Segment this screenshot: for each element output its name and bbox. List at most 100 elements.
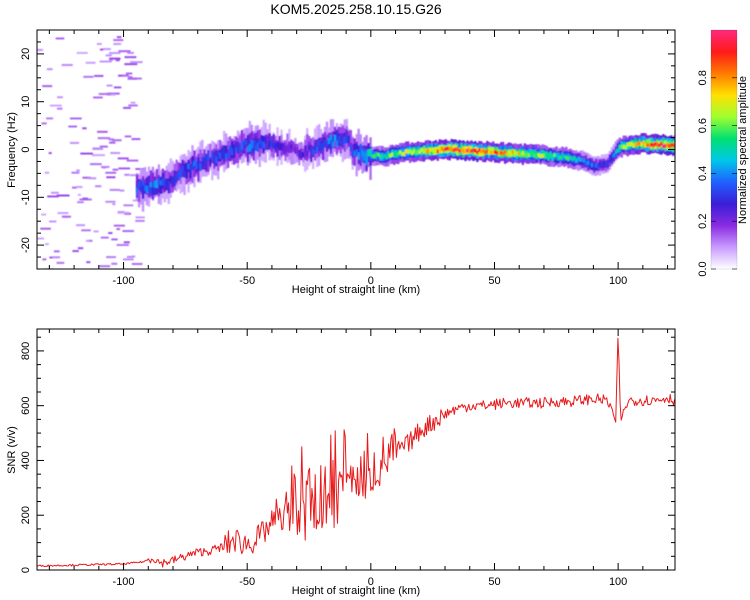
spectrogram-cell (450, 147, 453, 152)
spectrogram-cell (476, 150, 479, 155)
spectrogram-noise-cell (131, 138, 141, 141)
spectrogram-cell (404, 149, 408, 154)
spectrogram-cell (501, 151, 505, 156)
spectrogram-cell (541, 154, 544, 158)
spectrogram-noise-cell (82, 197, 88, 200)
spectrogram-cell (573, 156, 576, 160)
spectrogram-cell (381, 154, 384, 159)
spectrogram-cell (557, 156, 560, 160)
spectrogram-cell (252, 140, 256, 146)
colorbar-frame (710, 29, 738, 270)
spectrogram-cell (280, 143, 283, 150)
spectrogram-cell (217, 150, 220, 156)
spectrogram-cell (466, 148, 469, 153)
spectrogram-cell (335, 130, 339, 145)
spectrogram-noise-cell (105, 54, 111, 57)
spectrogram-cell (236, 141, 240, 149)
spectrogram-cell (339, 136, 343, 142)
spectrogram-cell (209, 143, 212, 168)
spectrogram-noise-cell (106, 256, 116, 259)
spectrogram-noise-cell (85, 239, 90, 242)
spectrogram-cell (551, 155, 554, 160)
spectrogram-noise-cell (57, 212, 69, 215)
spectrogram-cell (515, 151, 519, 156)
spectrogram-cell (240, 141, 244, 150)
spectrogram-cell (353, 150, 356, 157)
spectrogram-noise-cell (87, 239, 93, 242)
spectrogram-cell (513, 150, 517, 155)
spectrogram-cell (155, 182, 159, 195)
spectrogram-cell (304, 145, 307, 152)
spectrogram-cell (209, 159, 212, 166)
spectrogram-cell (586, 160, 590, 165)
spectrogram-cell (529, 151, 532, 156)
spectrogram-cell (640, 142, 643, 147)
spectrogram-cell (187, 163, 190, 170)
spectrogram-cell (292, 146, 295, 152)
spectrogram-frame (36, 29, 676, 270)
spectrogram-cell (401, 148, 404, 156)
spectrogram-noise-cell (109, 57, 121, 60)
spectrogram-noise-cell (40, 227, 51, 230)
spectrogram-x-tick-label: -100 (113, 275, 135, 287)
spectrogram-cell (321, 138, 325, 148)
spectrogram-cell (579, 157, 582, 162)
colorbar-gradient (711, 30, 737, 269)
spectrogram-cell (545, 152, 548, 157)
spectrogram-cell (276, 142, 279, 148)
spectrogram-cell (165, 178, 168, 186)
spectrogram-cell (222, 150, 226, 156)
spectrogram-cell (399, 150, 402, 155)
spectrogram-noise-cell (106, 93, 116, 96)
colorbar-tick-label: 0.6 (697, 118, 709, 133)
spectrogram-noise-cell (93, 96, 103, 99)
spectrogram-cell (488, 149, 491, 154)
spectrogram-cell (420, 147, 424, 152)
spectrogram-cell (387, 153, 390, 157)
spectrogram-cell (612, 153, 616, 158)
spectrogram-cell (310, 149, 313, 155)
snr-y-tick-label: 200 (20, 506, 32, 524)
spectrogram-noise-cell (100, 236, 109, 239)
spectrogram-cell (521, 151, 525, 156)
spectrogram-noise-cell (112, 203, 116, 206)
spectrogram-cell (224, 153, 228, 159)
spectrogram-cell (205, 155, 208, 171)
spectrogram-noise-cell (72, 186, 78, 189)
spectrogram-cell (189, 165, 192, 172)
spectrogram-noise-cell (99, 145, 108, 148)
spectrogram-noise-cell (112, 168, 119, 171)
spectrogram-cell (412, 149, 416, 154)
snr-x-tick-label: -50 (239, 576, 255, 588)
spectrogram-noise-cell (46, 117, 54, 120)
spectrogram-cell (149, 182, 153, 188)
spectrogram-cell (217, 152, 220, 162)
spectrogram-cell (497, 151, 501, 156)
spectrogram-cell (377, 152, 380, 157)
spectrogram-noise-cell (85, 61, 96, 64)
spectrogram-noise-cell (97, 137, 111, 140)
spectrogram-cell (135, 187, 139, 195)
spectrogram-noise-cell (118, 167, 131, 170)
spectrogram-cell (517, 151, 521, 156)
spectrogram-cell (606, 161, 610, 166)
spectrogram-cell (426, 149, 430, 154)
spectrogram-cell (300, 151, 303, 159)
spectrogram-cell (321, 142, 325, 150)
spectrogram-cell (577, 156, 580, 161)
spectrogram-cell (594, 163, 598, 168)
spectrogram-cell (329, 134, 333, 141)
spectrogram-cell (161, 177, 165, 186)
spectrogram-noise-cell (82, 176, 91, 179)
spectrogram-noise-cell (44, 171, 50, 174)
spectrogram-noise-cell (129, 174, 141, 177)
spectrogram-noise-cell (82, 127, 87, 130)
spectrogram-cell (139, 183, 143, 192)
spectrogram-noise-cell (105, 200, 116, 203)
spectrogram-cell (549, 153, 552, 158)
spectrogram-noise-cell (52, 256, 61, 259)
spectrogram-cell (402, 152, 406, 156)
spectrogram-cell (547, 152, 550, 157)
spectrogram-cell (456, 147, 459, 156)
